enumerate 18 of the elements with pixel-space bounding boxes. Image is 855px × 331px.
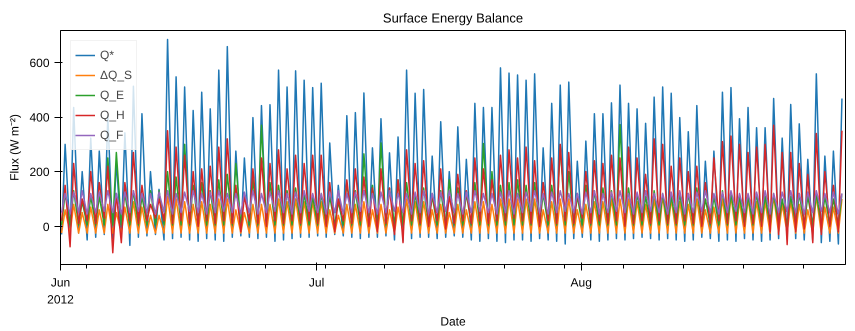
- legend-label: Q_E: [100, 88, 124, 102]
- legend-label: ΔQ_S: [100, 68, 132, 82]
- x-tick-label: Jul: [308, 276, 324, 290]
- y-axis-title: Flux (W m⁻²): [7, 114, 22, 181]
- legend-label: Q*: [100, 48, 116, 62]
- x-tick-label: Aug: [570, 276, 592, 290]
- legend-label: Q_F: [100, 128, 124, 142]
- y-tick-label: 600: [29, 56, 50, 70]
- x-tick-label: Jun 2012: [47, 276, 74, 306]
- legend-label: Q_H: [100, 108, 125, 122]
- line-series: [60, 195, 843, 234]
- x-axis-title: Date: [440, 314, 466, 328]
- line-series: [60, 190, 843, 215]
- chart-title: Surface Energy Balance: [382, 10, 524, 26]
- y-tick-label: 200: [29, 165, 50, 180]
- y-tick-label: 400: [29, 110, 50, 125]
- y-tick-label: 0: [42, 220, 50, 234]
- line-series: [60, 124, 843, 254]
